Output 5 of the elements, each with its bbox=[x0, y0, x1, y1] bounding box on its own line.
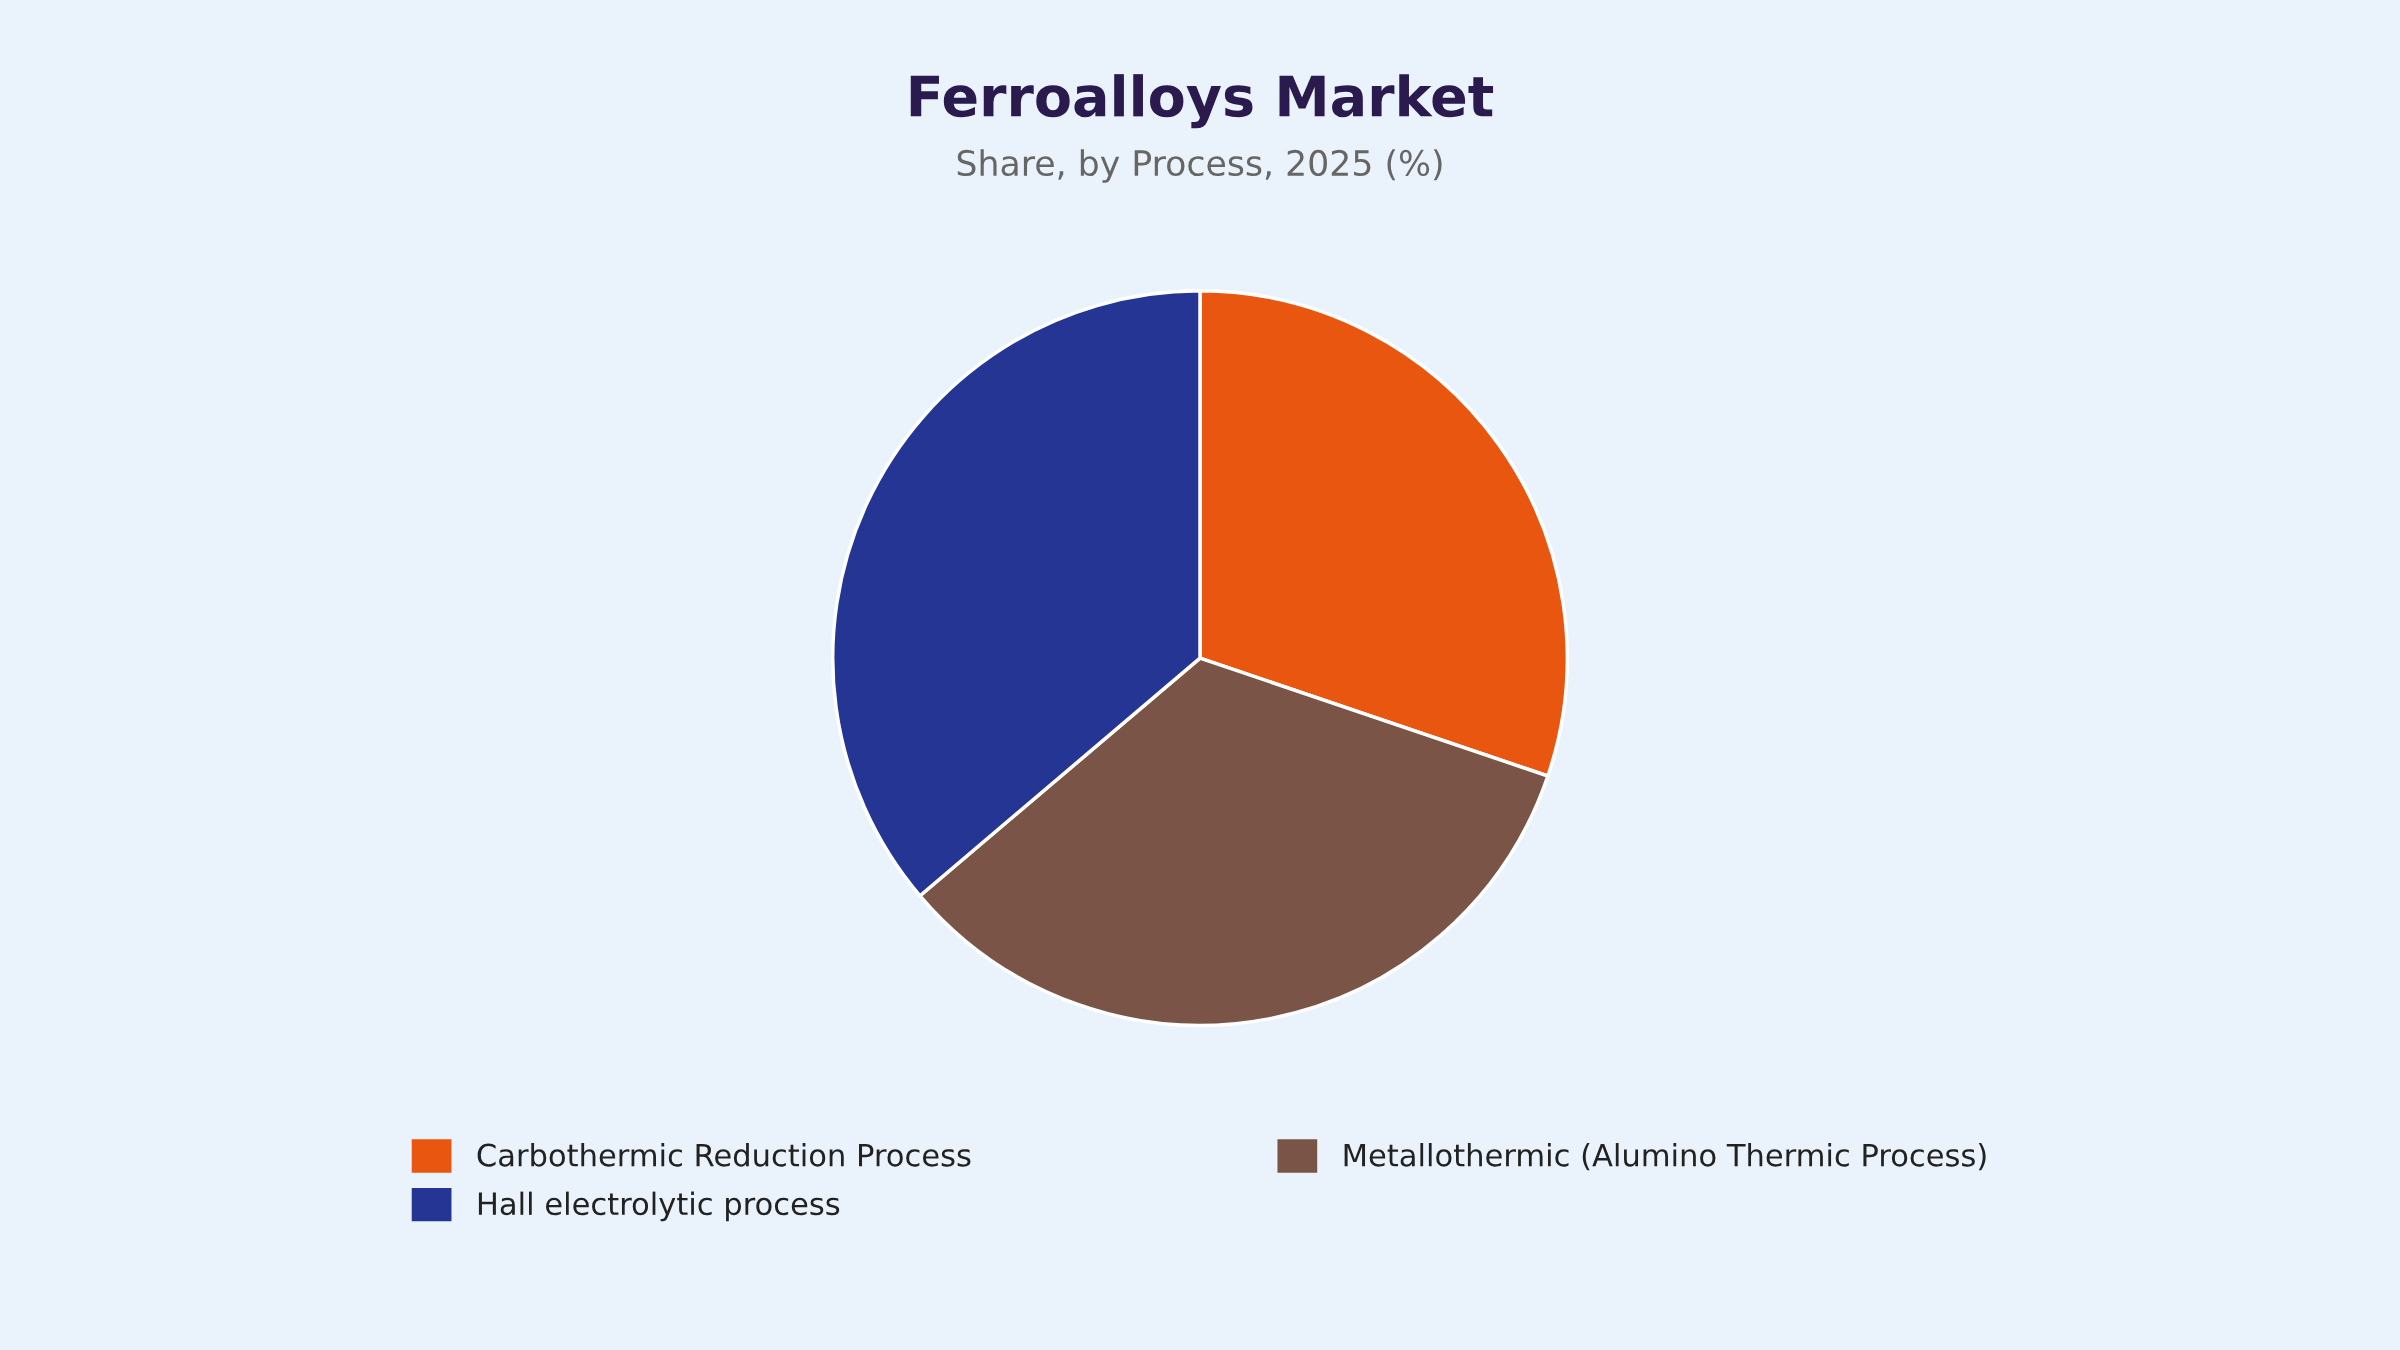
chart-subtitle: Share, by Process, 2025 (%) bbox=[957, 149, 1442, 183]
chart-title: Ferroalloys Market bbox=[910, 74, 1494, 129]
legend-label: Metallothermic (Alumino Thermic Process) bbox=[1344, 1143, 1986, 1171]
legend-label: Carbothermic Reduction Process bbox=[477, 1143, 971, 1167]
legend-label: Hall electrolytic process bbox=[478, 1191, 840, 1222]
